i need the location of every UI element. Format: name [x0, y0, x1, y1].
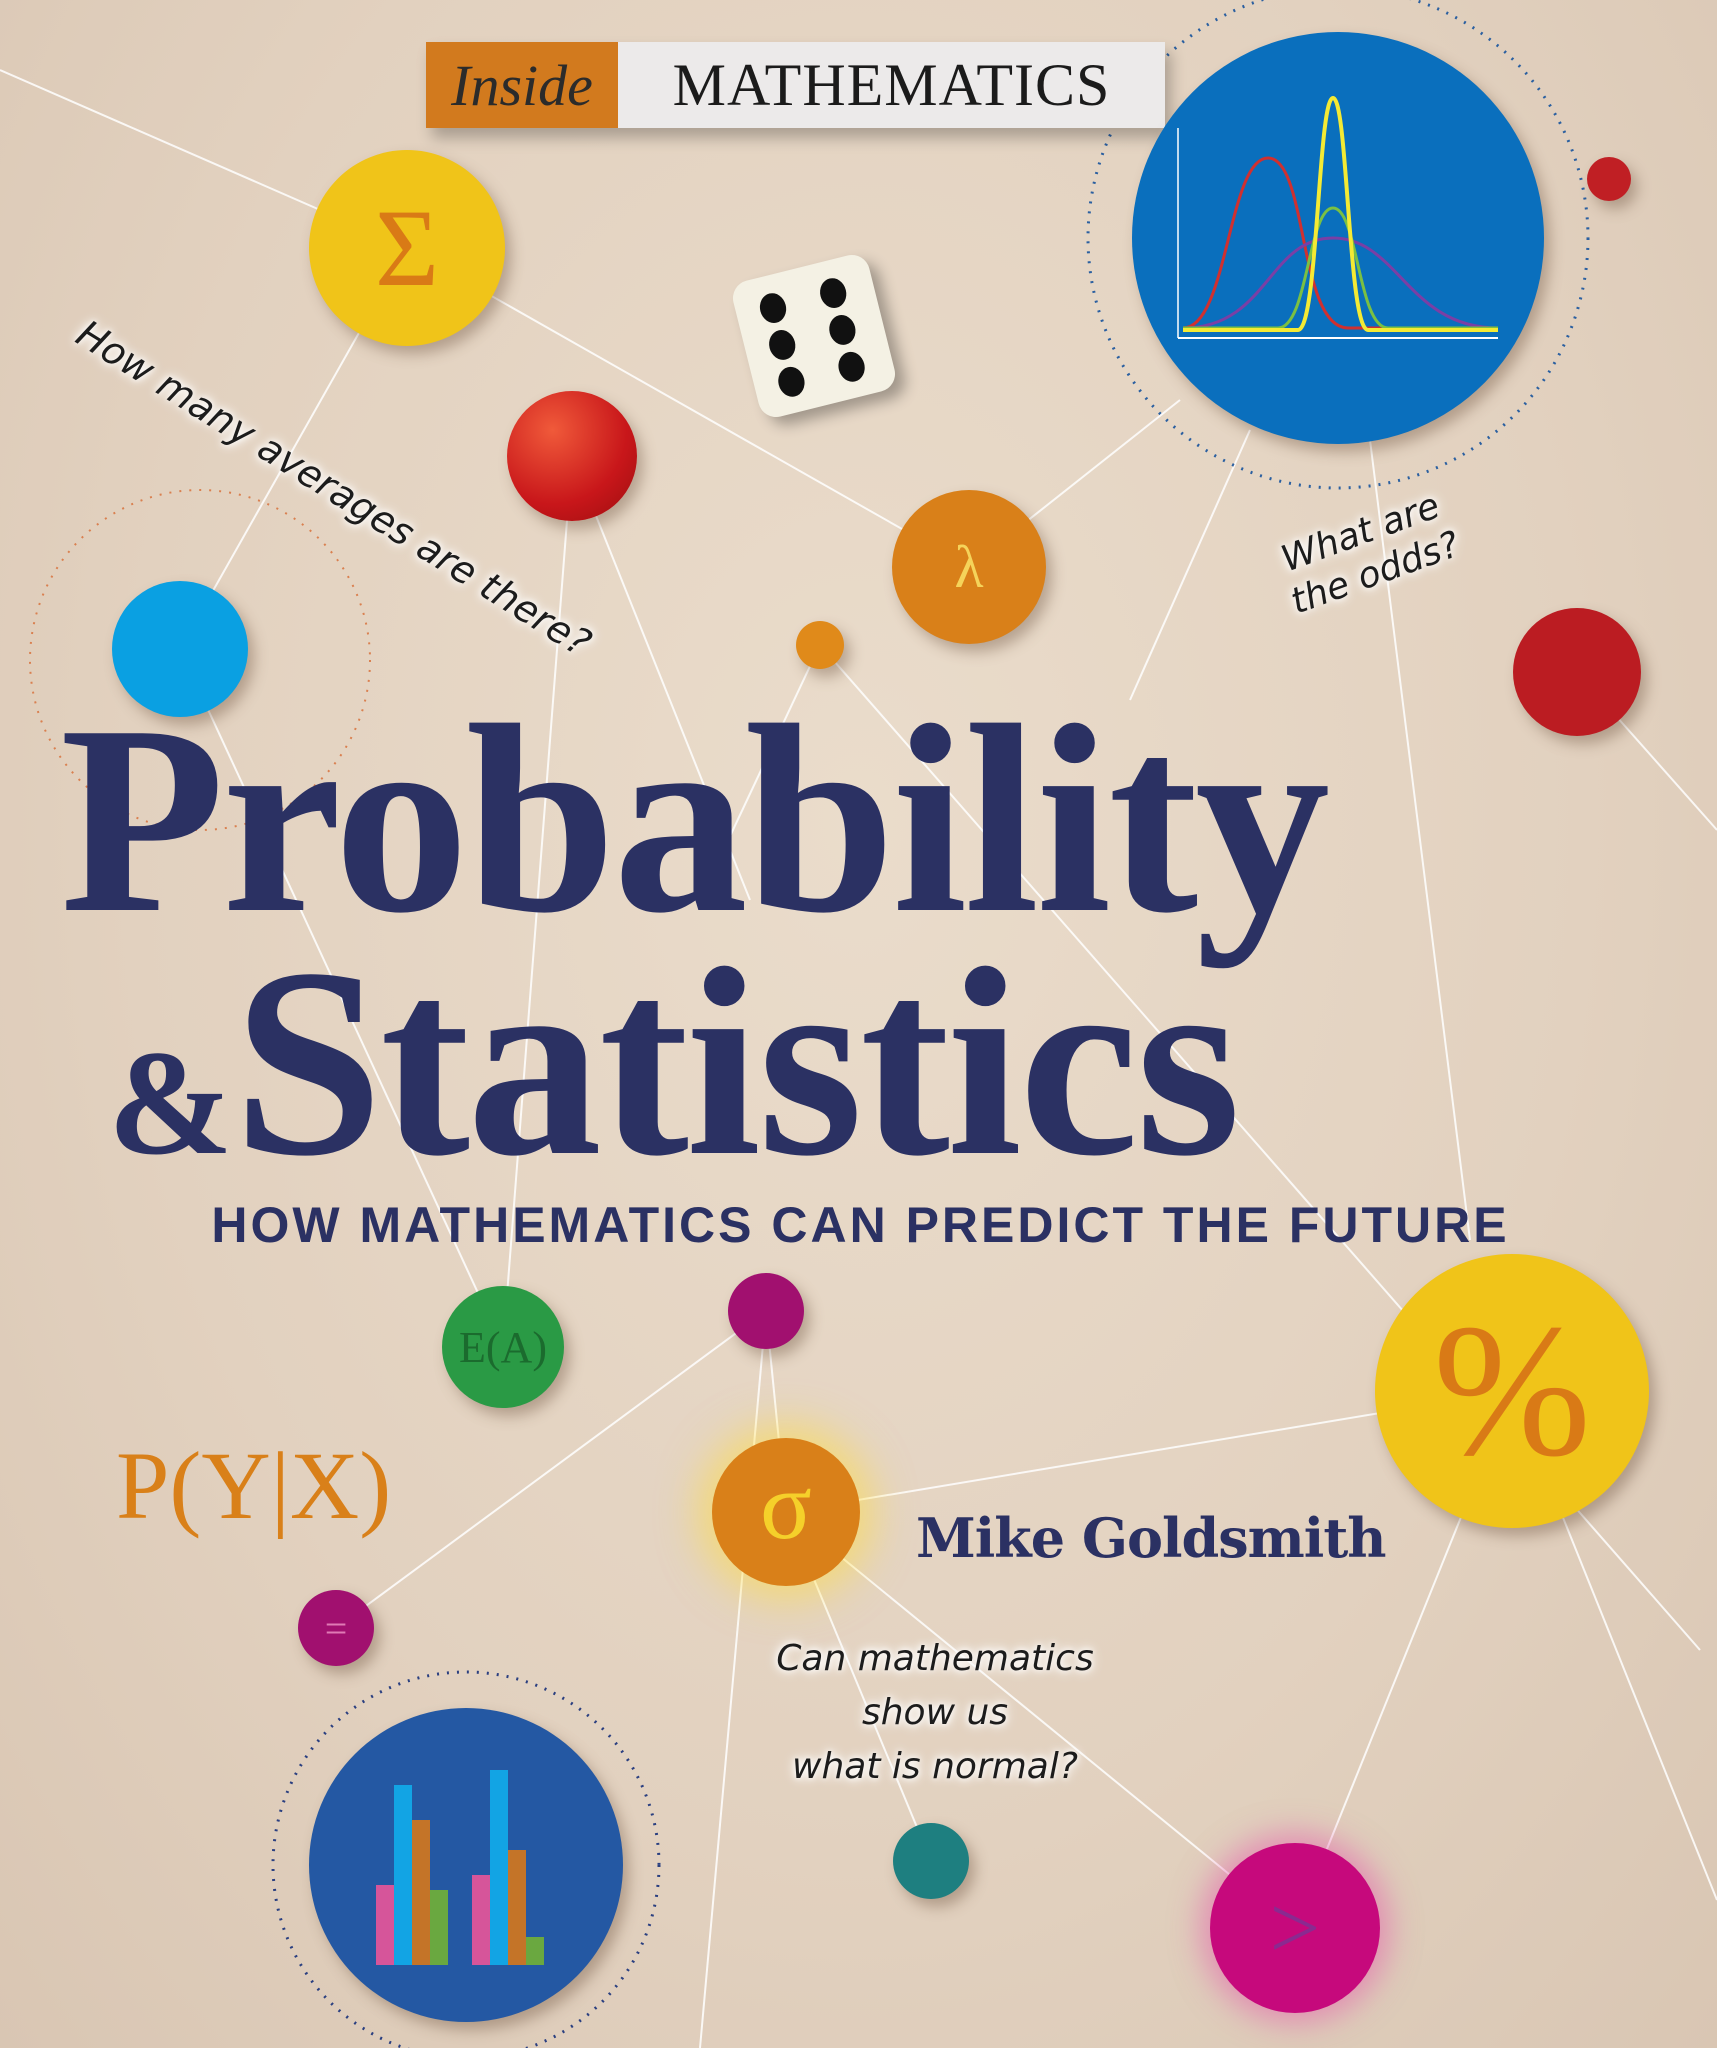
- normal-distribution-circle: [1132, 32, 1544, 444]
- title-statistics: Statistics: [232, 913, 1241, 1212]
- blue-dot: [112, 581, 248, 717]
- teal-dot: [893, 1823, 969, 1899]
- red-ball: [507, 391, 637, 521]
- normal-line-3: what is normal?: [792, 1746, 1078, 1787]
- small-orange-dot: [796, 621, 844, 669]
- expectation-circle: E(A): [442, 1286, 564, 1408]
- sigma-lower-symbol: σ: [760, 1451, 812, 1559]
- sigma-upper-circle: Σ: [309, 150, 505, 346]
- author-name: Mike Goldsmith: [916, 1506, 1387, 1570]
- normal-question: Can mathematics show us what is normal?: [760, 1632, 1110, 1794]
- series-prefix: Inside: [426, 42, 618, 128]
- title-line-1: Probability: [60, 670, 1330, 969]
- conditional-probability-text: P(Y|X): [116, 1432, 392, 1539]
- equals-symbol: =: [324, 1605, 348, 1651]
- normal-line-1: Can mathematics: [776, 1638, 1094, 1679]
- equals-circle: =: [298, 1590, 374, 1666]
- subtitle: HOW MATHEMATICS CAN PREDICT THE FUTURE: [211, 1197, 1510, 1253]
- series-name: MATHEMATICS: [618, 42, 1165, 128]
- lambda-circle: λ: [892, 490, 1046, 644]
- greater-than-circle: >: [1210, 1843, 1380, 2013]
- percent-symbol: %: [1432, 1286, 1592, 1496]
- bar-chart-icon: [376, 1765, 556, 1965]
- sigma-upper-symbol: Σ: [374, 186, 440, 309]
- red-dot-right: [1513, 608, 1641, 736]
- bell-curves-icon: [1177, 95, 1499, 339]
- small-red-dot: [1587, 157, 1631, 201]
- greater-than-symbol: >: [1269, 1878, 1321, 1978]
- lambda-symbol: λ: [954, 533, 984, 600]
- expectation-symbol: E(A): [459, 1322, 547, 1372]
- title-line-2: &Statistics: [108, 928, 1241, 1198]
- bar-chart-circle: [309, 1708, 623, 2022]
- sigma-lower-circle: σ: [712, 1438, 860, 1586]
- series-banner: Inside MATHEMATICS: [426, 42, 1165, 128]
- magenta-dot: [728, 1273, 804, 1349]
- percent-circle: %: [1375, 1254, 1649, 1528]
- normal-line-2: show us: [861, 1692, 1009, 1733]
- title-ampersand: &: [108, 1020, 233, 1186]
